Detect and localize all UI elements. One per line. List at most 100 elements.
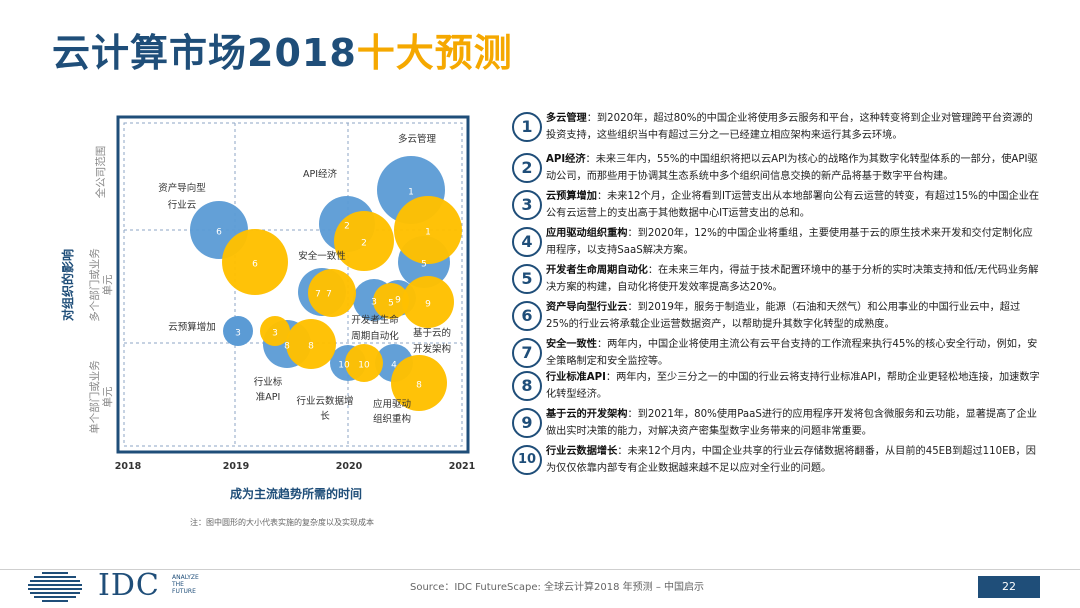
prediction-desc: ：两年内，至少三分之一的中国的行业云将支持行业标准API，帮助企业更轻松地连接，… [546,372,1040,400]
prediction-number: 8 [512,371,542,401]
annotation-15: 组织重构 [373,413,411,425]
idc-logo: IDC ANALYZE THE FUTURE [20,568,199,604]
y-category-1: 多个部门或业务单元 [88,248,114,322]
annotation-14: 应用驱动 [373,398,411,410]
annotation-0: 多云管理 [398,133,437,145]
bubble-label-19: 8 [416,381,422,391]
bubble-label-17: 8 [308,342,314,352]
prediction-title: 基于云的开发架构 [546,409,628,420]
prediction-number: 5 [512,264,542,294]
page-number: 22 [978,576,1040,598]
bubble-label-16: 9 [425,300,431,310]
bubble-label-10: 1 [425,228,431,238]
annotation-12: 行业云数据增 [296,395,353,407]
title-part1: 云计算市场2018 [52,31,357,75]
x-axis-label: 成为主流趋势所需的时间 [230,486,362,501]
prediction-title: 资产导向型行业云 [546,302,628,313]
prediction-desc: ：未来12个月内，中国企业共享的行业云存储数据将翻番，从目前的45EB到超过11… [546,446,1036,474]
prediction-desc: ：到2020年，12%的中国企业将重组，主要使用基于云的原生技术来开发和交付定制… [546,228,1033,256]
prediction-number: 9 [512,408,542,438]
prediction-text: API经济：未来三年内，55%的中国组织将把以云API为核心的战略作为其数字化转… [546,151,1040,185]
y-category-0: 全公司范围 [94,146,107,199]
annotation-11: 准API [256,392,281,403]
bubble-label-9: 4 [391,361,397,371]
prediction-desc: ：两年内，中国企业将使用主流公有云平台支持的工作流程来执行45%的核心安全行动，… [546,339,1038,367]
annotation-10: 行业标 [254,376,283,388]
prediction-text: 行业标准API：两年内，至少三分之一的中国的行业云将支持行业标准API，帮助企业… [546,369,1040,403]
annotation-5: 云预算增加 [168,321,216,333]
x-tick-2020: 2020 [336,461,363,472]
prediction-title: 行业云数据增长 [546,446,618,457]
annotation-6: 开发者生命 [351,314,399,326]
prediction-number: 7 [512,338,542,368]
bubble-label-8: 10 [338,361,350,371]
x-tick-2021: 2021 [449,461,475,472]
prediction-desc: ：到2020年，超过80%的中国企业将使用多云服务和平台，这种转变将到企业对管理… [546,113,1033,141]
prediction-number: 10 [512,445,542,475]
bubble-label-20: 3 [235,329,241,339]
bubble-gold-9 [402,276,454,328]
prediction-number: 6 [512,301,542,331]
annotation-1: API经济 [303,168,338,180]
prediction-text: 资产导向型行业云：到2019年，服务于制造业，能源（石油和天然气）和公用事业的中… [546,299,1040,333]
prediction-title: 安全一致性 [546,339,597,350]
annotation-3: 行业云 [168,199,197,211]
bubble-label-6: 9 [395,296,401,306]
bubble-label-7: 8 [284,342,290,352]
prediction-number: 2 [512,153,542,183]
prediction-title: 云预算增加 [546,191,597,202]
bubble-label-15: 5 [388,299,394,309]
prediction-title: 应用驱动组织重构 [546,228,628,239]
x-tick-2018: 2018 [115,461,142,472]
globe-icon [28,572,82,602]
prediction-text: 基于云的开发架构：到2021年，80%使用PaaS进行的应用程序开发将包含微服务… [546,406,1040,440]
prediction-desc: ：未来三年内，55%的中国组织将把以云API为核心的战略作为其数字化转型体系的一… [546,154,1038,182]
bubble-blue-3-left [223,316,253,346]
bubble-label-11: 2 [361,239,367,249]
annotation-7: 周期自动化 [351,330,399,342]
prediction-title: API经济 [546,154,586,165]
y-category-2: 单个部门或业务单元 [88,360,114,434]
prediction-number: 4 [512,227,542,257]
annotation-13: 长 [320,410,330,422]
prediction-number: 3 [512,190,542,220]
bubble-label-0: 1 [408,188,414,198]
logo-text: IDC [98,568,160,603]
bubble-gold-6 [222,229,288,295]
bubble-gold-1 [394,196,462,264]
bubble-label-18: 10 [358,361,370,371]
prediction-number: 1 [512,112,542,142]
prediction-desc: ：到2021年，80%使用PaaS进行的应用程序开发将包含微服务和云功能，显著提… [546,409,1037,437]
bubble-label-2: 6 [216,228,222,238]
annotation-9: 开发架构 [413,343,451,355]
prediction-title: 多云管理 [546,113,587,124]
bubble-gold-2 [334,211,394,271]
prediction-text: 安全一致性：两年内，中国企业将使用主流公有云平台支持的工作流程来执行45%的核心… [546,336,1040,370]
bubble-label-5: 5 [421,260,427,270]
page-title: 云计算市场2018十大预测 [52,22,513,77]
bubble-gold-3 [260,316,290,346]
source-text: Source：IDC FutureScape: 全球云计算2018 年预测 – … [410,582,705,593]
prediction-desc: ：未来12个月，企业将看到IT运营支出从本地部署向公有云运营的转变，有超过15%… [546,191,1040,219]
bubble-gold-5 [373,283,409,319]
x-tick-2019: 2019 [223,461,249,472]
bubble-label-4: 3 [371,298,377,308]
prediction-text: 应用驱动组织重构：到2020年，12%的中国企业将重组，主要使用基于云的原生技术… [546,225,1040,259]
y-axis-label: 对组织的影响 [60,249,75,321]
prediction-desc: ：到2019年，服务于制造业，能源（石油和天然气）和公用事业的中国行业云中，超过… [546,302,1021,330]
prediction-text: 多云管理：到2020年，超过80%的中国企业将使用多云服务和平台，这种转变将到企… [546,110,1040,144]
bubble-gold-8 [286,319,336,369]
annotation-8: 基于云的 [413,327,451,339]
plot-inner-frame [123,122,463,447]
bubble-label-13: 7 [326,290,332,300]
prediction-text: 云预算增加：未来12个月，企业将看到IT运营支出从本地部署向公有云运营的转变，有… [546,188,1040,222]
bubble-gold-7 [308,269,356,317]
bubble-gold-10 [345,344,383,382]
title-part2: 十大预测 [356,31,513,75]
prediction-text: 开发者生命周期自动化：在未来三年内，得益于技术配置环境中的基于分析的实时决策支持… [546,262,1040,296]
prediction-text: 行业云数据增长：未来12个月内，中国企业共享的行业云存储数据将翻番，从目前的45… [546,443,1040,477]
bubble-gold-4 [391,355,447,411]
bubble-label-1: 2 [344,222,350,232]
annotation-2: 资产导向型 [158,182,206,194]
